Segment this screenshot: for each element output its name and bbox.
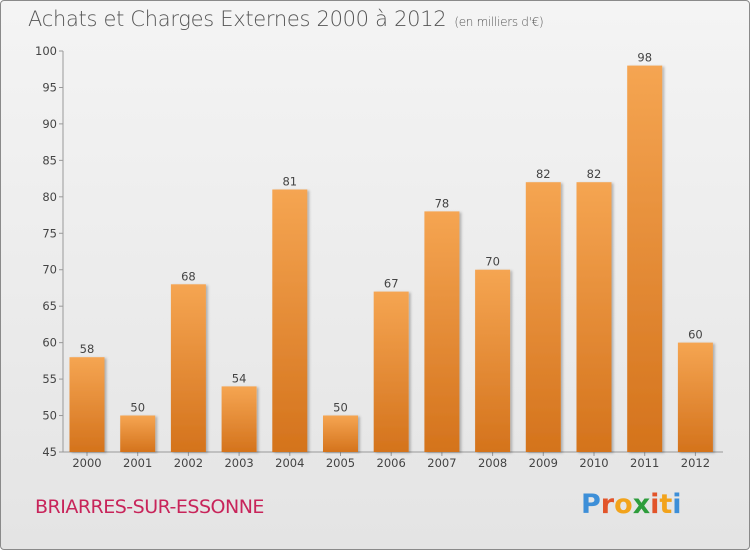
bar-2006 [373, 291, 409, 452]
y-tick-label: 95 [42, 80, 57, 94]
bar-2005 [323, 415, 358, 452]
x-tick-label: 2004 [275, 456, 304, 470]
bar-2004 [272, 189, 308, 452]
bar-value-label: 60 [688, 328, 703, 342]
bar-value-label: 78 [435, 196, 450, 210]
bars: 58 50 68 54 81 50 67 78 70 82 82 98 60 [69, 51, 713, 452]
bar-value-label: 50 [130, 401, 145, 415]
chart-title-text: Achats et Charges Externes 2000 à 2012 [28, 7, 447, 31]
y-tick-label: 65 [42, 299, 57, 313]
bar-2002 [170, 284, 206, 452]
bar-value-label: 82 [536, 167, 551, 181]
bar-value-label: 68 [181, 269, 196, 283]
y-tick-label: 50 [42, 409, 57, 423]
chart-title: Achats et Charges Externes 2000 à 2012 (e… [28, 7, 544, 31]
bar-value-label: 81 [282, 175, 297, 189]
bar-value-label: 54 [232, 371, 247, 385]
x-tick-label: 2007 [427, 456, 456, 470]
x-tick-label: 2001 [123, 456, 152, 470]
y-tick-label: 55 [42, 372, 57, 386]
y-axis: 45 50 55 60 65 70 75 80 85 90 95 100 [35, 44, 64, 459]
bar-value-label: 50 [333, 401, 348, 415]
chart-unit: (en milliers d'€) [454, 15, 544, 29]
bar-value-label: 58 [80, 342, 95, 356]
bar-value-label: 98 [637, 51, 652, 65]
bar-2009 [525, 182, 561, 452]
bar-2003 [221, 386, 257, 452]
x-tick-label: 2010 [579, 456, 608, 470]
x-tick-label: 2008 [478, 456, 507, 470]
bar-2008 [475, 269, 511, 452]
y-tick-label: 75 [42, 226, 57, 240]
x-tick-label: 2009 [529, 456, 558, 470]
bar-2007 [424, 211, 460, 452]
y-tick-label: 90 [42, 117, 57, 131]
bar-2010 [576, 182, 612, 452]
x-tick-label: 2006 [377, 456, 406, 470]
y-tick-label: 70 [42, 263, 57, 277]
y-tick-label: 100 [35, 44, 57, 58]
bar-2000 [69, 357, 105, 452]
bar-2011 [627, 65, 663, 452]
x-tick-label: 2012 [681, 456, 710, 470]
y-tick-label: 45 [42, 445, 57, 459]
x-tick-label: 2000 [72, 456, 101, 470]
y-tick-label: 60 [42, 336, 57, 350]
bar-2012 [677, 342, 713, 452]
x-tick-label: 2011 [630, 456, 659, 470]
x-tick-label: 2003 [224, 456, 253, 470]
x-tick-label: 2002 [174, 456, 203, 470]
bar-2001 [120, 415, 156, 452]
x-tick-label: 2005 [326, 456, 355, 470]
bar-value-label: 67 [384, 277, 399, 291]
y-tick-label: 80 [42, 190, 57, 204]
x-axis: 2000 2001 2002 2003 2004 2005 2006 2007 2008 2009… [63, 451, 723, 470]
bar-value-label: 70 [485, 255, 500, 269]
commune-name: BRIARRES-SUR-ESSONNE [35, 496, 264, 518]
y-tick-label: 85 [42, 153, 57, 167]
proxiti-logo: Proxiti [581, 489, 682, 520]
bar-value-label: 82 [587, 167, 602, 181]
